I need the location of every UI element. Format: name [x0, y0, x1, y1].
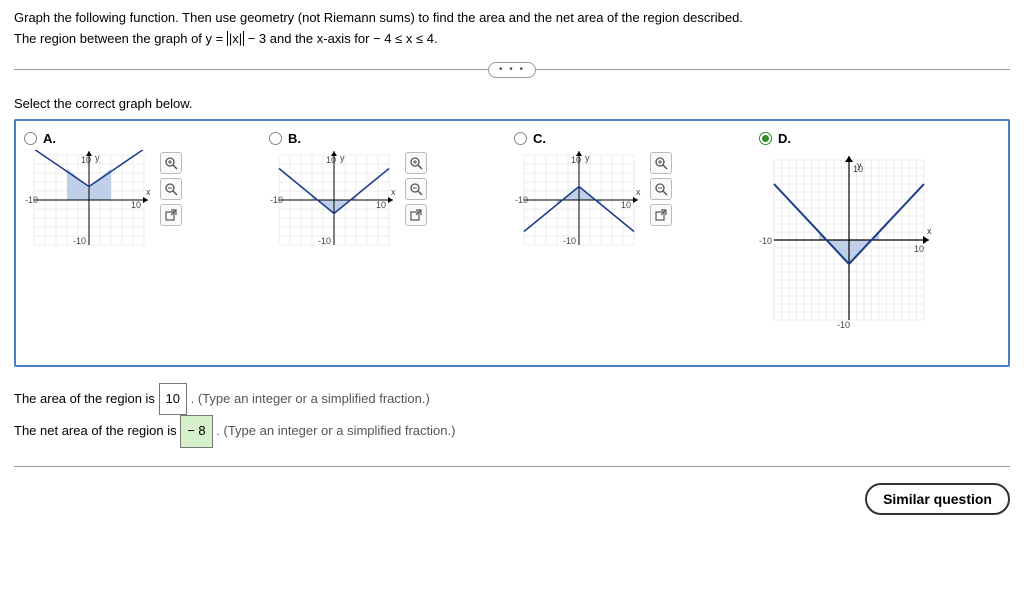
- net-area-line: The net area of the region is − 8 . (Typ…: [14, 415, 1010, 448]
- zoom-out-icon[interactable]: [405, 178, 427, 200]
- net-area-input[interactable]: − 8: [180, 415, 212, 448]
- svg-text:-10: -10: [759, 236, 772, 246]
- svg-text:-10: -10: [270, 195, 283, 205]
- svg-text:10: 10: [131, 200, 141, 210]
- svg-text:10: 10: [376, 200, 386, 210]
- svg-text:10: 10: [914, 244, 924, 254]
- zoom-out-icon[interactable]: [650, 178, 672, 200]
- zoom-in-icon[interactable]: [160, 152, 182, 174]
- zoom-in-icon[interactable]: [405, 152, 427, 174]
- svg-text:x: x: [927, 226, 932, 236]
- svg-text:y: y: [95, 153, 100, 163]
- svg-text:y: y: [340, 153, 345, 163]
- expand-pill[interactable]: • • •: [488, 62, 536, 78]
- svg-text:10: 10: [326, 155, 336, 165]
- option-label-d: D.: [778, 131, 791, 146]
- svg-text:x: x: [636, 187, 641, 197]
- area-line: The area of the region is 10 . (Type an …: [14, 383, 1010, 416]
- option-b[interactable]: B. y: [269, 131, 510, 359]
- popout-icon[interactable]: [405, 204, 427, 226]
- option-d[interactable]: D. y: [759, 131, 1000, 359]
- svg-text:x: x: [146, 187, 151, 197]
- graph-d: y x 10 -10 10 -10: [759, 150, 939, 330]
- svg-text:10: 10: [81, 155, 91, 165]
- svg-text:-10: -10: [837, 320, 850, 330]
- popout-icon[interactable]: [650, 204, 672, 226]
- svg-text:-10: -10: [25, 195, 38, 205]
- svg-text:-10: -10: [563, 236, 576, 246]
- question-line-1: Graph the following function. Then use g…: [14, 8, 1010, 29]
- svg-text:10: 10: [571, 155, 581, 165]
- svg-text:-10: -10: [73, 236, 86, 246]
- graph-c: y x 10 -10 10 -10: [514, 150, 644, 250]
- answers-block: The area of the region is 10 . (Type an …: [14, 383, 1010, 448]
- svg-text:-10: -10: [515, 195, 528, 205]
- footer: Similar question: [14, 467, 1010, 515]
- option-c[interactable]: C. y: [514, 131, 755, 359]
- radio-c[interactable]: [514, 132, 527, 145]
- svg-text:-10: -10: [318, 236, 331, 246]
- zoom-out-icon[interactable]: [160, 178, 182, 200]
- svg-text:10: 10: [621, 200, 631, 210]
- select-prompt: Select the correct graph below.: [14, 96, 1010, 111]
- graph-a: y x 10 -10 10 -10: [24, 150, 154, 250]
- popout-icon[interactable]: [160, 204, 182, 226]
- radio-a[interactable]: [24, 132, 37, 145]
- svg-text:y: y: [585, 153, 590, 163]
- svg-text:x: x: [391, 187, 396, 197]
- similar-question-button[interactable]: Similar question: [865, 483, 1010, 515]
- graph-b: y x 10 -10 10 -10: [269, 150, 399, 250]
- option-label-b: B.: [288, 131, 301, 146]
- zoom-in-icon[interactable]: [650, 152, 672, 174]
- divider-with-pill: • • •: [14, 62, 1010, 78]
- svg-text:10: 10: [853, 164, 863, 174]
- radio-b[interactable]: [269, 132, 282, 145]
- area-input[interactable]: 10: [159, 383, 187, 416]
- question-line-2: The region between the graph of y = |x| …: [14, 29, 1010, 50]
- option-a[interactable]: A.: [24, 131, 265, 359]
- question-block: Graph the following function. Then use g…: [14, 8, 1010, 50]
- option-label-a: A.: [43, 131, 56, 146]
- option-label-c: C.: [533, 131, 546, 146]
- options-container: A.: [14, 119, 1010, 367]
- radio-d[interactable]: [759, 132, 772, 145]
